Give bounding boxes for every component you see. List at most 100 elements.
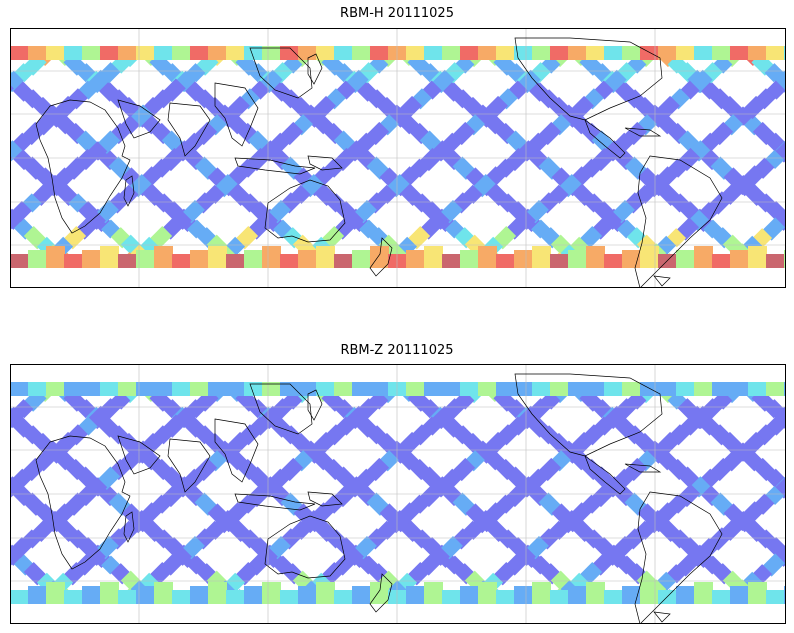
coastline xyxy=(634,491,723,624)
swath-segment xyxy=(516,210,536,230)
band-segment-south xyxy=(658,254,677,268)
swath-segment xyxy=(594,416,614,436)
band-segment-north xyxy=(298,382,317,396)
coastline xyxy=(584,119,626,159)
band-segment-south xyxy=(532,246,551,268)
swath-segment xyxy=(76,399,96,419)
swath-segment xyxy=(752,228,773,248)
band-segment-north xyxy=(118,382,137,396)
swath-segment xyxy=(766,80,786,100)
coastline xyxy=(234,157,316,175)
swath-segment xyxy=(314,451,334,471)
band-segment-south xyxy=(370,582,389,604)
swath-segment xyxy=(666,228,687,248)
swath-segment xyxy=(700,416,720,436)
swath-segment xyxy=(637,503,657,523)
coastline xyxy=(514,37,663,121)
band-segment-north xyxy=(388,382,407,396)
swath-segment xyxy=(764,63,784,83)
swath-segment xyxy=(291,184,311,204)
swath-segment xyxy=(506,63,526,83)
coastline xyxy=(249,47,313,99)
swath-segment xyxy=(55,503,75,523)
band-segment-north xyxy=(334,382,353,396)
swath-segment xyxy=(775,476,786,498)
band-segment-north xyxy=(496,382,515,396)
band-segment-south xyxy=(550,254,569,268)
band-segment-south xyxy=(208,246,227,268)
coastline xyxy=(624,463,662,473)
swath-segment xyxy=(756,193,776,213)
band-segment-north xyxy=(514,382,533,396)
swath-segment xyxy=(225,236,246,256)
band-segment-south xyxy=(460,586,479,604)
map-frame xyxy=(10,28,786,288)
swath-segment xyxy=(420,399,440,419)
swath-segment xyxy=(119,184,139,204)
band-segment-north xyxy=(280,382,299,396)
band-segment-north xyxy=(46,46,65,60)
swath-segment xyxy=(422,80,442,100)
coastline xyxy=(123,511,135,543)
swath-segment xyxy=(187,219,207,239)
swath-segment xyxy=(240,193,260,213)
swath-segment xyxy=(357,468,377,488)
swath-segment xyxy=(700,80,720,100)
swath-segment xyxy=(465,167,485,187)
swath-segment xyxy=(45,106,65,126)
swath-segment xyxy=(22,193,42,213)
swath-segment xyxy=(35,503,55,523)
swath-segment xyxy=(617,555,637,575)
band-segment-south xyxy=(478,582,497,604)
band-segment-north xyxy=(442,382,461,396)
band-segment-south xyxy=(730,250,749,268)
swath-segment xyxy=(551,167,571,187)
band-segment-south xyxy=(748,582,767,604)
swath-segment xyxy=(217,442,237,462)
band-segment-north xyxy=(712,382,731,396)
coastline xyxy=(369,573,393,613)
swath-segment xyxy=(443,468,463,488)
band-segment-south xyxy=(442,590,461,604)
band-segment-south xyxy=(334,590,353,604)
swath-segment xyxy=(658,451,678,471)
swath-segment xyxy=(443,132,463,152)
swath-segment xyxy=(412,529,432,549)
band-segment-north xyxy=(676,46,695,60)
swath-segment xyxy=(273,555,293,575)
band-segment-south xyxy=(694,582,713,604)
coastline xyxy=(249,383,313,435)
coastline xyxy=(653,611,671,623)
swath-segment xyxy=(703,219,723,239)
band-segment-north xyxy=(406,382,425,396)
swath-segment xyxy=(207,503,227,523)
satellite-swaths xyxy=(10,46,786,268)
swath-segment xyxy=(602,210,622,230)
swath-segment xyxy=(162,63,182,83)
band-segment-south xyxy=(694,246,713,268)
swath-segment xyxy=(475,442,495,462)
swath-segment xyxy=(475,106,495,126)
band-segment-north xyxy=(424,382,443,396)
band-segment-south xyxy=(388,254,407,268)
band-segment-south xyxy=(64,254,83,268)
band-segment-north xyxy=(370,382,389,396)
band-segment-north xyxy=(154,46,173,60)
band-segment-north xyxy=(514,46,533,60)
satellite-swaths xyxy=(10,382,786,604)
swath-segment xyxy=(668,494,688,514)
swath-segment xyxy=(273,219,293,239)
band-segment-north xyxy=(658,382,677,396)
band-segment-north xyxy=(550,382,569,396)
swath-segment xyxy=(498,193,518,213)
band-segment-south xyxy=(10,590,29,604)
band-segment-north xyxy=(496,46,515,60)
swath-segment xyxy=(389,442,409,462)
swath-segment xyxy=(733,106,753,126)
band-segment-north xyxy=(640,46,659,60)
swath-segment xyxy=(592,63,612,83)
band-segment-north xyxy=(568,382,587,396)
band-segment-north xyxy=(766,46,785,60)
swath-segment xyxy=(529,132,549,152)
swath-segment xyxy=(602,546,622,566)
